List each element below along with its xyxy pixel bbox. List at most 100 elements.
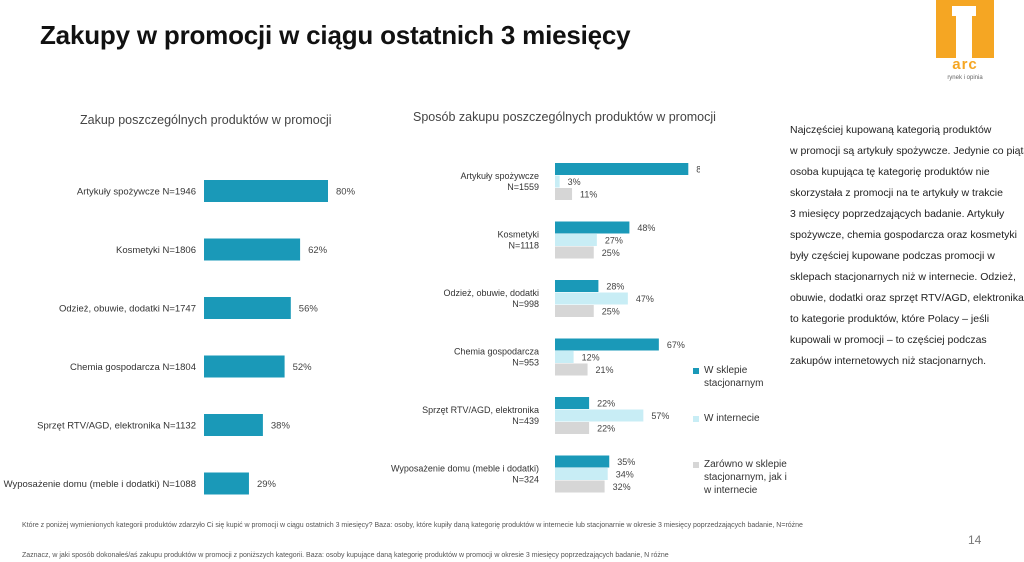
right-bar (555, 409, 644, 422)
left-category-label: Sprzęt RTV/AGD, elektronika N=1132 (37, 421, 196, 432)
right-category-n: N=324 (512, 474, 539, 484)
legend-label-line: w internecie (704, 485, 758, 496)
right-value-label: 12% (582, 353, 600, 363)
left-bar (204, 297, 291, 319)
description-line: Najczęściej kupowaną kategorią produktów (790, 124, 992, 136)
page-number: 14 (968, 533, 982, 547)
left-category-label: Odzież, obuwie, dodatki N=1747 (59, 304, 196, 315)
left-bar (204, 180, 328, 202)
right-bar (555, 234, 597, 246)
left-bar (204, 414, 263, 436)
arc-logo: arc rynek i opinia (932, 0, 998, 86)
legend-swatch (693, 368, 699, 374)
right-value-label: 22% (597, 399, 615, 409)
legend-label-line: W internecie (704, 413, 760, 424)
right-value-label: 28% (606, 282, 624, 292)
legend-swatch (693, 416, 699, 422)
left-bar (204, 238, 301, 261)
right-bar (555, 480, 605, 493)
right-category-label: Odzież, obuwie, dodatki (443, 288, 539, 298)
legend-label-line: stacjonarnym, jak i (704, 472, 787, 483)
legend-label-line: stacjonarnym (704, 378, 764, 389)
description-line: spożywcze, chemia gospodarcza oraz kosme… (790, 229, 1018, 241)
right-bar (555, 338, 659, 351)
right-bar (555, 163, 689, 175)
left-value-label: 62% (308, 245, 328, 256)
right-value-label: 11% (580, 190, 597, 200)
right-value-label: 34% (616, 470, 634, 480)
footnote-2: Zaznacz, w jaki sposób dokonałeś/aś zaku… (22, 552, 669, 559)
left-category-label: Chemia gospodarcza N=1804 (70, 362, 196, 373)
right-value-label: 25% (602, 248, 620, 258)
right-bar (555, 397, 590, 409)
right-category-label: Chemia gospodarcza (454, 346, 539, 356)
left-category-label: Wyposażenie domu (meble i dodatki) N=108… (4, 479, 196, 490)
right-value-label: 35% (617, 457, 635, 467)
right-category-label: Artykuły spożywcze (460, 171, 539, 181)
legend-swatch (693, 462, 699, 468)
right-bar (555, 305, 594, 317)
right-value-label: 32% (613, 482, 631, 492)
right-value-label: 3% (568, 177, 581, 187)
right-value-label: 25% (602, 307, 620, 317)
right-value-label: 47% (636, 294, 654, 304)
right-bar (555, 188, 573, 200)
left-value-label: 80% (336, 187, 356, 198)
description-line: były częściej kupowane podczas promocji … (790, 250, 995, 262)
description-line: 3 miesięcy poprzedzających badanie. Arty… (790, 208, 1005, 220)
legend-label-line: Zarówno w sklepie (704, 459, 787, 470)
right-category-n: N=953 (512, 357, 539, 367)
right-value-label: 86% (696, 165, 700, 175)
left-bar (204, 472, 249, 495)
right-category-n: N=439 (512, 416, 539, 426)
right-value-label: 21% (596, 365, 614, 375)
description-line: zakupów internetowych niż stacjonarnych. (790, 355, 987, 367)
description-line: to kategorie produktów, które Polacy – j… (790, 313, 990, 325)
right-category-n: N=1559 (507, 182, 539, 192)
left-value-label: 38% (271, 421, 291, 432)
left-value-label: 29% (257, 479, 277, 490)
legend-label: Zarówno w sklepie stacjonarnym, jak i w in… (704, 458, 787, 497)
left-chart-title: Zakup poszczególnych produktów w promocj… (80, 113, 332, 127)
left-value-label: 52% (293, 362, 313, 373)
right-value-label: 27% (605, 236, 623, 246)
right-bar (555, 280, 599, 292)
legend-label-line: W sklepie (704, 365, 748, 376)
logo-text: arc (952, 56, 978, 73)
left-bar (204, 355, 285, 378)
right-bar (555, 175, 560, 188)
right-bar (555, 351, 574, 363)
right-value-label: 57% (651, 411, 669, 421)
legend-label: W internecie (704, 412, 760, 425)
logo-emblem (936, 0, 994, 58)
description-line: kupowali w promocji – to częściej podcza… (790, 334, 987, 346)
right-category-label: Kosmetyki (497, 229, 539, 239)
right-bar (555, 422, 590, 434)
right-category-n: N=1118 (509, 240, 539, 250)
description-line: sklepach stacjonarnych niż w internecie.… (790, 271, 1016, 283)
right-value-label: 22% (597, 424, 615, 434)
logo-subtext: rynek i opinia (947, 75, 983, 81)
description-line: osoba kupująca tę kategorię produktów ni… (790, 166, 990, 178)
right-bar (555, 221, 630, 234)
description-text: Najczęściej kupowaną kategorią produktów… (790, 120, 1024, 372)
right-bar (555, 363, 588, 376)
right-bar (555, 246, 594, 259)
right-bar (555, 468, 608, 480)
right-bar (555, 455, 610, 468)
left-category-label: Artykuły spożywcze N=1946 (77, 187, 196, 198)
left-bar-chart: Artykuły spożywcze N=1946 80% Kosmetyki N=… (4, 180, 356, 495)
left-category-label: Kosmetyki N=1806 (116, 245, 196, 256)
right-value-label: 67% (667, 340, 685, 350)
right-category-n: N=998 (512, 299, 539, 309)
description-line: skorzystała z promocji na te artykuły w … (790, 187, 1003, 199)
left-value-label: 56% (299, 304, 319, 315)
right-bar (555, 292, 628, 305)
right-category-label: Sprzęt RTV/AGD, elektronika (422, 405, 539, 415)
page-title: Zakupy w promocji w ciągu ostatnich 3 mi… (40, 20, 631, 50)
right-value-label: 48% (637, 223, 655, 233)
legend-label: W sklepie stacjonarnym (704, 364, 763, 390)
right-chart-title: Sposób zakupu poszczególnych produktów w… (413, 110, 716, 124)
footnote-1: Które z poniżej wymienionych kategorii p… (22, 522, 803, 529)
